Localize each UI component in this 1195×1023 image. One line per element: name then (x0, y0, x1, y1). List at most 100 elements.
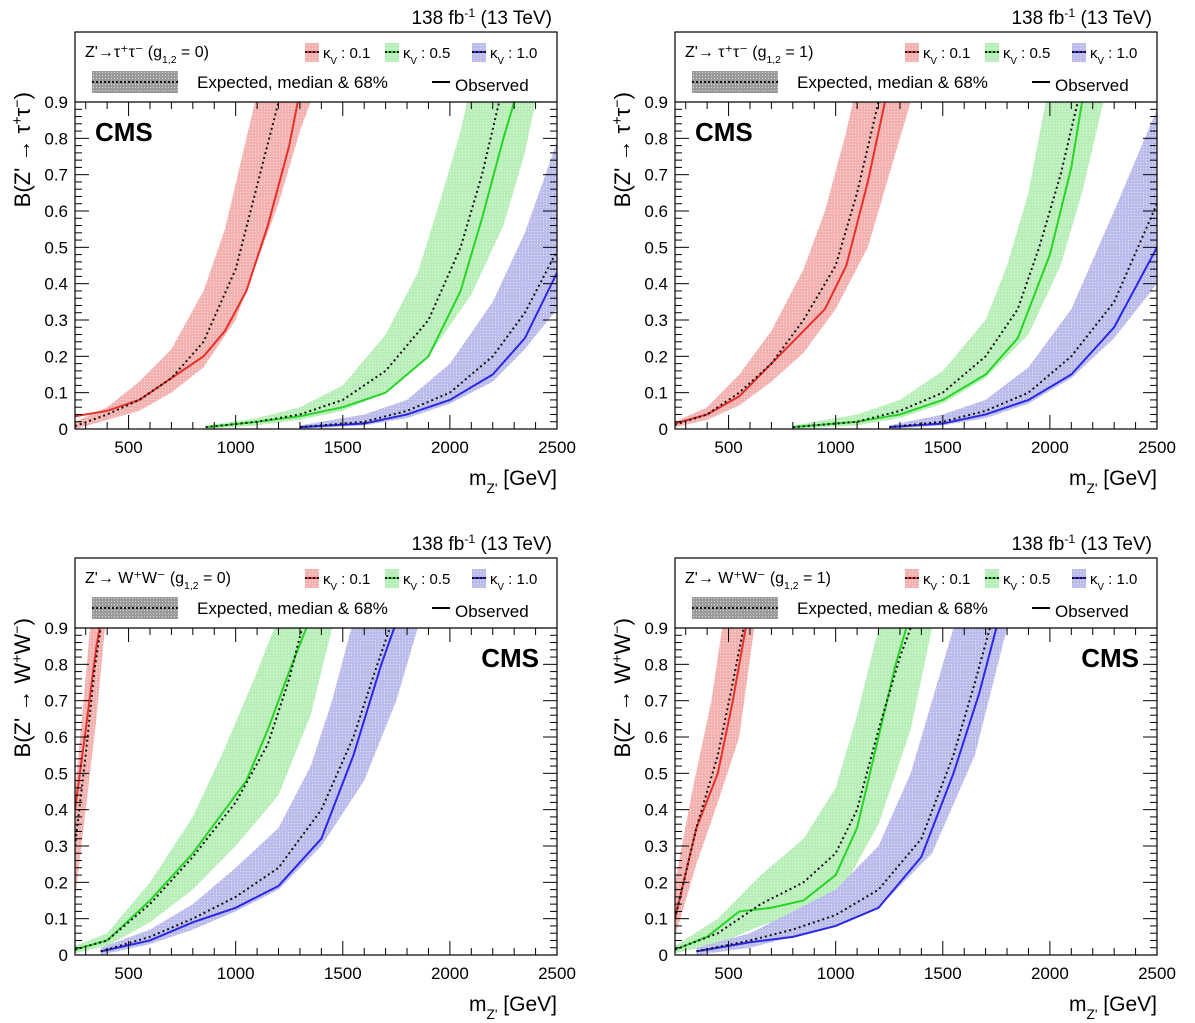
y-tick-label-part: 0.5 (644, 764, 668, 783)
x-tick-label-part: 2000 (431, 964, 469, 983)
y-tick-label-part: 0.1 (644, 384, 668, 403)
x-tick-label: 1000 (817, 438, 855, 457)
expected-line-series-1 (75, 628, 102, 847)
x-tick-label: 1000 (217, 964, 255, 983)
observed-line-series-3 (696, 628, 998, 953)
legend-expected-swatch (92, 597, 178, 619)
y-tick-label-part: 0.3 (44, 311, 68, 330)
cms-label-part: CMS (695, 117, 753, 147)
observed-line-series-1 (75, 102, 299, 418)
x-tick-label-part: 2500 (1138, 964, 1176, 983)
expected-line-series-1 (75, 102, 280, 428)
cms-label-part: CMS (1081, 643, 1139, 673)
y-tick-label-part: 0.6 (44, 202, 68, 221)
legend-series-label: κV : 1.0 (490, 571, 537, 593)
band-68pct-series-1 (75, 102, 311, 429)
lumi-label-part: 138 fb (1011, 8, 1064, 29)
legend-series-label: κV : 1.0 (1090, 45, 1137, 67)
cms-label: CMS (481, 643, 539, 673)
legend-observed-label-part: Observed (1055, 602, 1129, 621)
y-axis-label-part: ) (10, 92, 35, 99)
y-tick-label-part: 0.4 (644, 801, 668, 820)
observed-line-series-2 (205, 102, 516, 429)
y-tick-label: 0.9 (44, 619, 68, 638)
legend-series-label-part: : 0.5 (417, 571, 450, 588)
y-axis-label: B(Z' → τ+τ−) (610, 92, 635, 207)
x-axis-label-part: Z' (1087, 1007, 1098, 1022)
x-tick-label: 2000 (1031, 964, 1069, 983)
legend-observed-label: Observed (1055, 76, 1129, 95)
legend-series-label-part: V (331, 56, 338, 67)
y-axis-label-part: B(Z' → W (10, 663, 35, 758)
y-tick-label: 0.5 (644, 764, 668, 783)
x-tick-label-part: 1500 (324, 964, 362, 983)
y-tick-label: 0.8 (644, 129, 668, 148)
legend-title: Z'→ τ⁺τ⁻ (g1,2 = 1) (685, 44, 813, 66)
y-axis-label-part: τ (10, 107, 35, 116)
y-tick-label-part: 0.8 (644, 129, 668, 148)
legend-series-label-part: V (498, 582, 505, 593)
legend-series-label-part: : 0.1 (937, 571, 970, 588)
x-tick-label-part: 1000 (217, 964, 255, 983)
y-tick-label: 0.6 (644, 728, 668, 747)
lumi-label-part: 138 fb (411, 8, 464, 29)
lumi-label: 138 fb-1 (13 TeV) (411, 532, 552, 555)
band-68pct-series-3 (696, 628, 1008, 955)
y-axis-label-part: + (10, 654, 26, 662)
legend-series-label-part: : 0.1 (337, 571, 370, 588)
lumi-label-part: (13 TeV) (475, 534, 552, 555)
y-axis-label: B(Z' → W+W−) (610, 618, 635, 757)
x-tick-label: 2500 (538, 964, 576, 983)
x-tick-label-part: 500 (114, 964, 142, 983)
cms-label: CMS (95, 117, 153, 147)
chart-panel-1: 0 0.1 0.2 0.3 0.4 0.5 0.6 0.7 0.8 0.9 500 1000 1500 2… (10, 6, 576, 496)
y-tick-label-part: 0.8 (44, 129, 68, 148)
legend-observed-label: Observed (455, 602, 529, 621)
expected-line-series-2 (792, 102, 1079, 429)
y-axis-label-part: W (610, 633, 635, 654)
legend-series-label-part: κ (403, 45, 411, 62)
plot-frame (74, 557, 558, 956)
y-axis-label: B(Z' → W+W−) (10, 618, 35, 757)
legend-series-label-part: V (498, 56, 505, 67)
x-tick-label-part: 2000 (1031, 438, 1069, 457)
y-tick-label-part: 0 (59, 420, 68, 439)
legend-series-label-part: : 0.1 (937, 45, 970, 62)
lumi-label-part: (13 TeV) (475, 8, 552, 29)
legend-title: Z'→ W⁺W⁻ (g1,2 = 0) (85, 570, 231, 592)
y-tick-label: 0 (659, 420, 668, 439)
legend-series-label-part: : 0.5 (1017, 45, 1050, 62)
chart-panel-3: 0 0.1 0.2 0.3 0.4 0.5 0.6 0.7 0.8 0.9 500 1000 1500 2… (10, 532, 576, 1022)
y-tick-label-part: 0.2 (44, 347, 68, 366)
legend-expected-label-part: Expected, median & 68% (197, 73, 388, 92)
legend-series-label-part: κ (1003, 45, 1011, 62)
lumi-label-part: -1 (1064, 532, 1075, 546)
lumi-label: 138 fb-1 (13 TeV) (411, 6, 552, 29)
y-axis-label: B(Z' → τ+τ−) (10, 92, 35, 207)
legend-title-part: 1,2 (784, 581, 799, 592)
x-tick-label: 2500 (1138, 964, 1176, 983)
y-tick-label: 0.9 (644, 619, 668, 638)
x-tick-label: 2000 (1031, 438, 1069, 457)
legend-series-label-part: κ (323, 45, 331, 62)
legend-expected-swatch (92, 71, 178, 93)
lumi-label-part: (13 TeV) (1075, 534, 1152, 555)
x-axis-label: mZ' [GeV] (469, 467, 557, 496)
legend-title-part: = 1) (781, 44, 813, 61)
x-tick-label-part: 2500 (538, 438, 576, 457)
x-tick-label: 500 (114, 438, 142, 457)
x-axis-label-part: [GeV] (497, 993, 557, 1016)
expected-line-series-2 (205, 102, 501, 429)
x-axis-label-part: m (469, 467, 487, 490)
legend-expected-swatch (692, 597, 778, 619)
x-axis-label-part: m (469, 993, 487, 1016)
x-axis-label-part: [GeV] (1097, 993, 1157, 1016)
y-tick-label-part: 0.2 (644, 873, 668, 892)
x-tick-label-part: 1500 (924, 964, 962, 983)
legend-series-label: κV : 0.1 (923, 45, 970, 67)
y-axis-label-part: − (10, 625, 26, 633)
x-axis-label: mZ' [GeV] (1069, 467, 1157, 496)
y-tick-label: 0.1 (644, 910, 668, 929)
x-tick-label: 2500 (1138, 438, 1176, 457)
legend-series-label-part: V (411, 582, 418, 593)
